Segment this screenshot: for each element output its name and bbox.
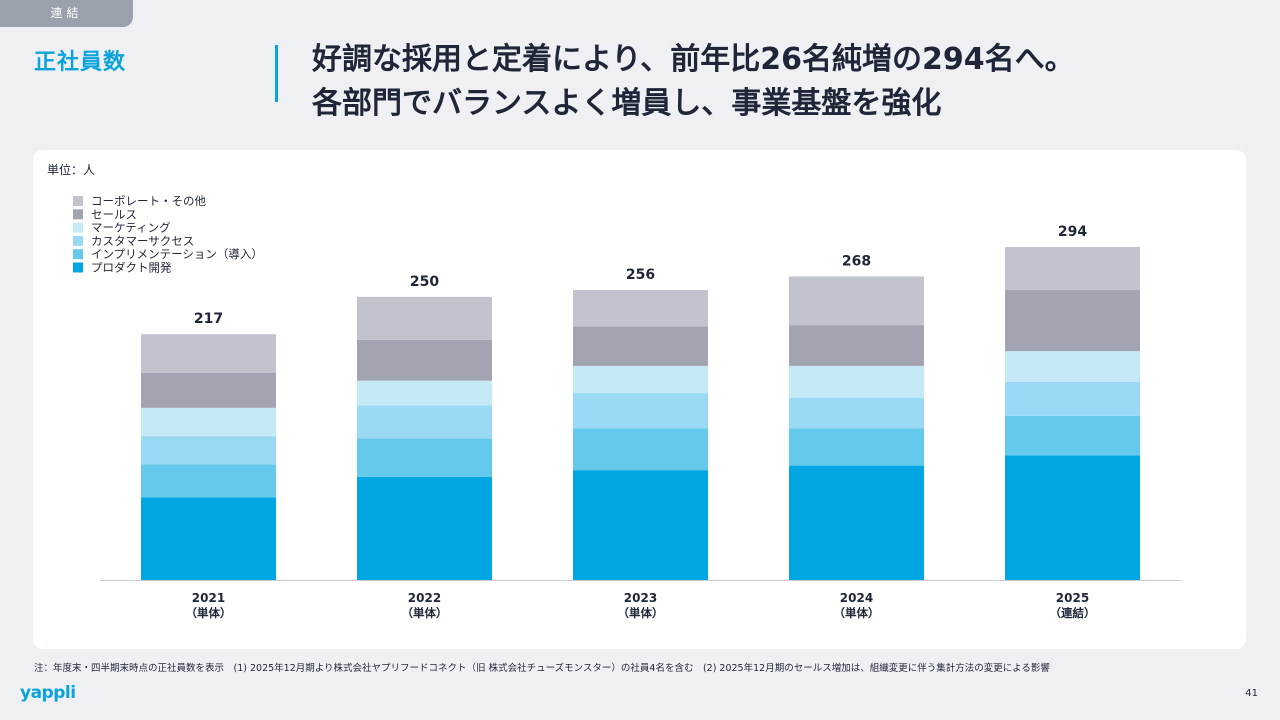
yappli-logo: yappli bbox=[20, 683, 76, 703]
bar-segment bbox=[357, 296, 492, 340]
page-number: 41 bbox=[1245, 688, 1258, 699]
bar-segment bbox=[141, 334, 276, 373]
bar-segment bbox=[1005, 351, 1140, 382]
legend-swatch bbox=[73, 235, 83, 246]
bar-segment bbox=[141, 436, 276, 465]
bar-segment bbox=[789, 365, 924, 398]
category-label: 2023 bbox=[624, 591, 657, 605]
stacked-bar-chart: 単位：人コーポレート・その他セールスマーケティングカスタマーサクセスインプリメン… bbox=[47, 162, 1181, 620]
bar-segment bbox=[573, 326, 708, 366]
legend-swatch bbox=[73, 262, 83, 273]
legend-label: インプリメンテーション（導入） bbox=[91, 247, 263, 261]
headline-line-2: 各部門でバランスよく増員し、事業基盤を強化 bbox=[312, 86, 942, 121]
total-label: 256 bbox=[626, 267, 655, 283]
bar-segment bbox=[1005, 455, 1140, 580]
total-label: 268 bbox=[842, 253, 871, 269]
bar-segment bbox=[789, 465, 924, 580]
total-label: 250 bbox=[410, 274, 439, 290]
category-sublabel: （単体） bbox=[402, 606, 448, 620]
legend-label: カスタマーサクセス bbox=[91, 234, 194, 248]
headline-line-1: 好調な採用と定着により、前年比26名純増の294名へ。 bbox=[312, 42, 1075, 77]
category-label: 2021 bbox=[192, 591, 225, 605]
bar-segment bbox=[1005, 247, 1140, 291]
bar-segment bbox=[573, 365, 708, 394]
title-divider bbox=[275, 45, 278, 102]
total-label: 294 bbox=[1058, 224, 1087, 240]
total-label: 217 bbox=[194, 311, 223, 327]
bar-segment bbox=[141, 407, 276, 437]
chart-panel: 単位：人コーポレート・その他 セールス マーケティング カスタマーサクセス インプリメン… bbox=[33, 150, 1246, 649]
bar-segment bbox=[357, 405, 492, 439]
bar-segment bbox=[141, 464, 276, 498]
legend-label: セールス bbox=[91, 207, 137, 221]
bar-segment bbox=[1005, 415, 1140, 456]
bar-segment bbox=[141, 372, 276, 408]
bar-segment bbox=[357, 380, 492, 406]
category-label: 2025 bbox=[1056, 591, 1089, 605]
footnote: 注：年度末・四半期末時点の正社員数を表示 (1) 2025年12月期より株式会社… bbox=[34, 663, 1050, 674]
legend-swatch bbox=[73, 222, 83, 233]
category-sublabel: （連結） bbox=[1050, 606, 1096, 620]
bar-segment bbox=[1005, 290, 1140, 352]
bar-segment bbox=[789, 397, 924, 429]
category-sublabel: （単体） bbox=[834, 606, 880, 620]
bar-segment bbox=[357, 438, 492, 477]
bar-segment bbox=[1005, 381, 1140, 416]
bar-segment bbox=[357, 476, 492, 580]
legend-label: プロダクト開発 bbox=[91, 261, 172, 275]
bar-segment bbox=[357, 339, 492, 381]
bar-segment bbox=[789, 325, 924, 366]
category-label: 2022 bbox=[408, 591, 441, 605]
bar-segment bbox=[573, 290, 708, 327]
section-title: 正社員数 bbox=[34, 50, 127, 75]
category-sublabel: （単体） bbox=[186, 606, 232, 620]
consolidated-tag: 連結 bbox=[0, 0, 133, 27]
headline: 好調な採用と定着により、前年比26名純増の294名へ。 各部門でバランスよく増員… bbox=[312, 38, 1252, 126]
category-sublabel: （単体） bbox=[618, 606, 664, 620]
legend-label: コーポレート・その他 bbox=[91, 194, 206, 208]
legend-swatch bbox=[73, 209, 83, 220]
bar-segment bbox=[573, 428, 708, 471]
unit-label: 単位：人 bbox=[47, 162, 95, 177]
category-label: 2024 bbox=[840, 591, 873, 605]
bar-segment bbox=[141, 497, 276, 580]
bar-segment bbox=[789, 276, 924, 326]
legend-swatch bbox=[73, 249, 83, 260]
bar-segment bbox=[573, 393, 708, 429]
legend-swatch bbox=[73, 196, 83, 206]
legend-label: マーケティング bbox=[91, 221, 171, 235]
bar-segment bbox=[573, 470, 708, 580]
bar-segment bbox=[789, 428, 924, 466]
